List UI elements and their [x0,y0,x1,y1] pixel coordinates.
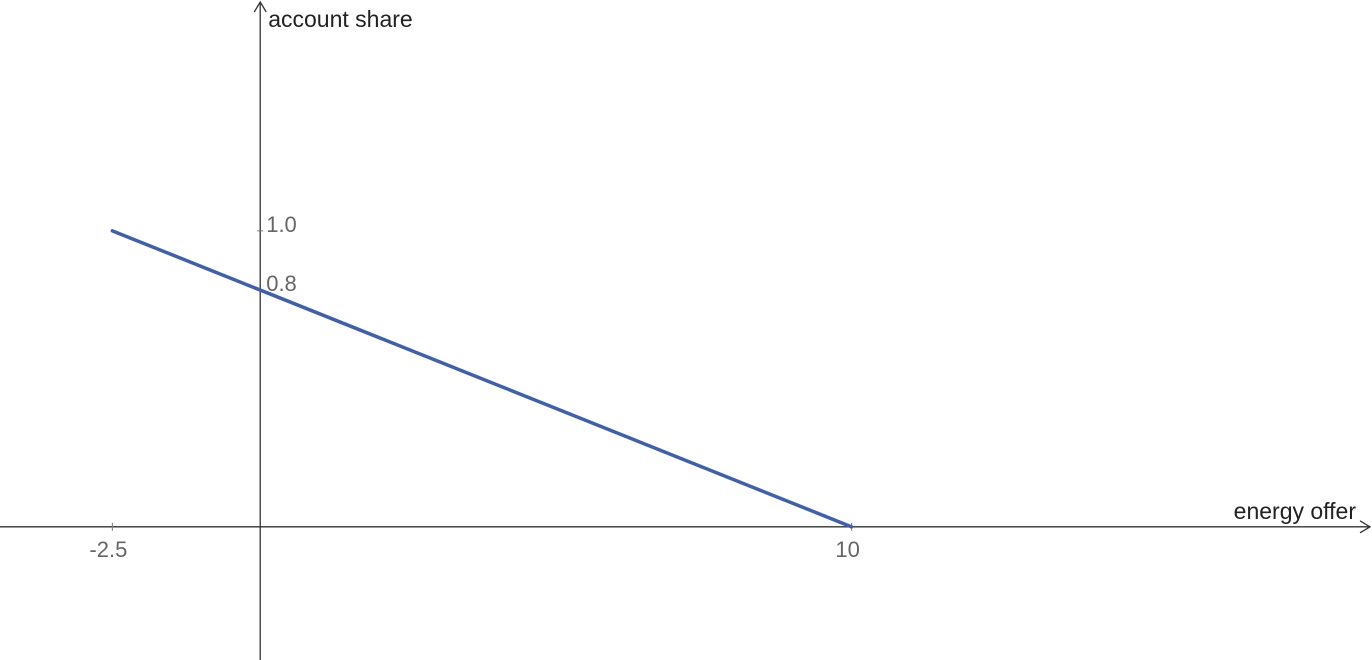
y-axis-label: account share [268,6,412,32]
y-tick-label: 0.8 [266,271,297,296]
x-axis: energy offer [0,498,1372,534]
series-line [110,229,854,529]
series-layer [110,229,854,529]
y-tick-label: 1.0 [266,212,297,237]
y-ticks: 1.0 0.8 [257,212,297,296]
x-axis-label: energy offer [1234,498,1357,524]
x-axis-arrowhead [1359,520,1372,534]
y-axis: account share [253,0,413,660]
x-tick-label: 10 [835,537,859,562]
x-tick-label: -2.5 [89,537,127,562]
y-axis-arrowhead [253,0,267,13]
x-ticks: -2.5 10 [89,522,860,562]
